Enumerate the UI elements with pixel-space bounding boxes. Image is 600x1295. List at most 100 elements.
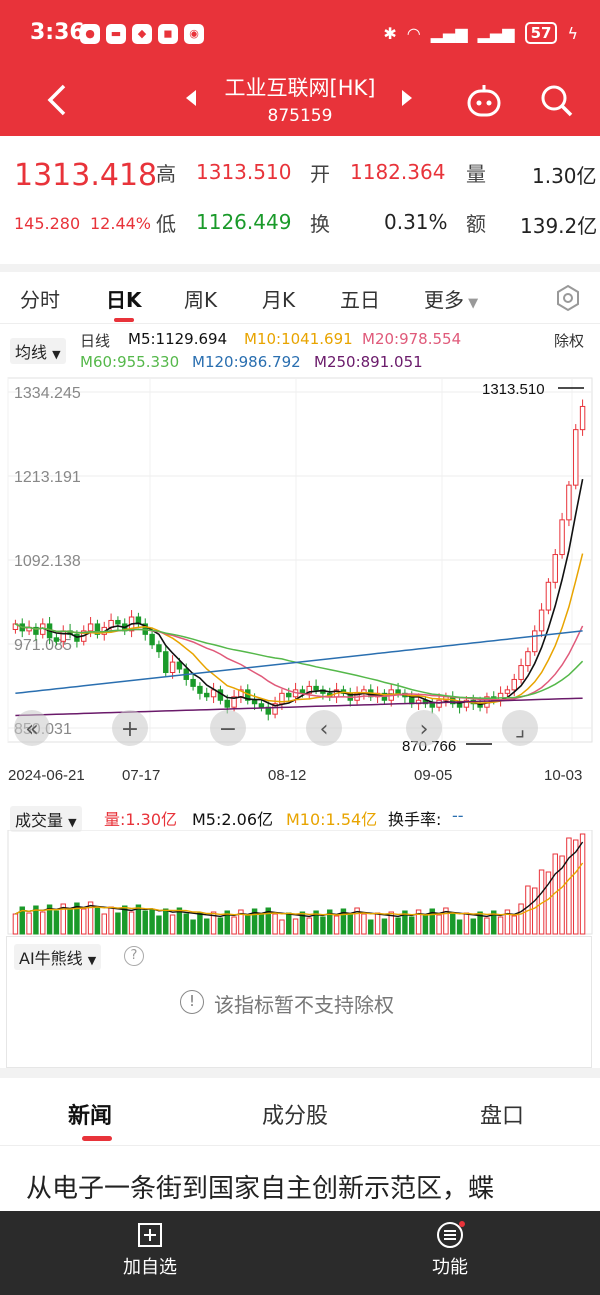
volume-bar xyxy=(422,915,429,935)
turn-label: 换 xyxy=(310,212,330,236)
volume-bar xyxy=(251,908,258,935)
prev-icon-glyph: ‹ xyxy=(320,717,329,742)
candle-body xyxy=(87,623,94,632)
volume-bar xyxy=(197,912,203,935)
charging-icon: ϟ xyxy=(567,23,578,43)
stock-code: 875159 xyxy=(267,106,333,126)
volume-chart[interactable] xyxy=(0,830,600,936)
ai-selector[interactable]: AI牛熊线 ▼ xyxy=(14,944,102,970)
ai-panel xyxy=(6,936,592,1068)
x-tick-label: 07-17 xyxy=(122,767,160,784)
news-headline[interactable]: 从电子一条街到国家自主创新示范区，蝶 xyxy=(26,1174,495,1204)
volume-bar xyxy=(128,911,135,935)
fq-button[interactable]: 除权 xyxy=(554,332,585,350)
prev-stock-icon[interactable] xyxy=(186,90,196,106)
volume-bar xyxy=(579,833,586,935)
battery-icon: 57 xyxy=(524,22,558,44)
candle-body xyxy=(149,633,155,646)
volume-bar xyxy=(258,914,265,935)
mail-icon: ▬ xyxy=(106,24,126,44)
volume-bar xyxy=(122,905,128,935)
settings-icon[interactable] xyxy=(554,284,582,312)
fullscreen-icon[interactable] xyxy=(502,710,538,746)
volume-bar xyxy=(108,906,114,935)
volume-selector[interactable]: 成交量 ▼ xyxy=(10,806,82,832)
volume-bar xyxy=(26,912,32,935)
turnover-value: -- xyxy=(452,806,464,825)
function-button[interactable]: 功能 xyxy=(390,1221,510,1279)
ma250-label: M250:891.051 xyxy=(314,353,423,371)
candle-body xyxy=(395,689,401,694)
volume-bar xyxy=(299,911,306,935)
tab-more[interactable]: 更多 ▼ xyxy=(424,288,479,312)
ma250-line xyxy=(15,697,583,717)
help-icon[interactable]: ? xyxy=(124,946,144,966)
candlestick-chart[interactable]: 1334.2451213.1911092.138971.085850.03120… xyxy=(0,374,600,794)
ma10-line xyxy=(15,553,584,704)
back-icon[interactable] xyxy=(38,80,78,120)
tab-orderbook[interactable]: 盘口 xyxy=(480,1104,525,1129)
divider xyxy=(0,264,600,272)
candle-body xyxy=(190,678,196,687)
candle-body xyxy=(313,685,319,691)
chevron-down-icon: ▼ xyxy=(68,816,77,829)
scroll-left-icon[interactable] xyxy=(14,710,50,746)
volume-bar xyxy=(135,904,142,935)
volume-bar xyxy=(545,871,552,935)
message-icon: ◆ xyxy=(132,24,152,44)
candle-body xyxy=(115,619,121,625)
volume-bar xyxy=(511,915,517,935)
tab-weekly[interactable]: 周K xyxy=(184,288,218,312)
vol-label-chart: 量:1.30亿 xyxy=(104,810,178,829)
volume-bar xyxy=(40,911,46,935)
nav-bar: 工业互联网[HK] 875159 xyxy=(0,70,600,136)
candle-body xyxy=(224,699,230,708)
high-label: 高 xyxy=(156,162,176,186)
ma60-line xyxy=(15,623,584,700)
status-bar: 3:36 ● ▬ ◆ ◼ ◉ ✱ ◠ ▂▄▆ ▂▄▆ 57 ϟ xyxy=(0,0,600,70)
candle-body xyxy=(251,699,258,705)
volume-bar xyxy=(340,908,347,935)
app-icon: ◉ xyxy=(184,24,204,44)
tab-fiveday[interactable]: 五日 xyxy=(340,288,380,312)
volume-bar xyxy=(101,913,107,935)
tab-monthly[interactable]: 月K xyxy=(262,288,296,312)
tab-news[interactable]: 新闻 xyxy=(68,1104,113,1129)
zoom-out-icon[interactable] xyxy=(210,710,246,746)
low-value: 1126.449 xyxy=(196,210,292,234)
robot-icon[interactable] xyxy=(464,82,504,122)
tab-daily[interactable]: 日K xyxy=(106,288,142,312)
volume-bar xyxy=(94,907,101,935)
kline-tabs: 分时 日K 周K 月K 五日 更多 ▼ xyxy=(0,272,600,324)
status-time: 3:36 xyxy=(30,20,85,45)
zoom-in-icon-glyph: + xyxy=(121,717,139,742)
candle-body xyxy=(60,630,66,642)
search-icon[interactable] xyxy=(538,82,576,120)
x-tick-label: 10-03 xyxy=(544,767,582,784)
zoom-in-icon[interactable] xyxy=(112,710,148,746)
candle-body xyxy=(579,405,586,431)
volume-bar xyxy=(183,913,189,935)
candle-body xyxy=(518,665,524,680)
volume-bar xyxy=(429,908,435,935)
ma-selector[interactable]: 均线 ▼ xyxy=(10,338,66,364)
y-tick-label: 1334.245 xyxy=(14,385,81,402)
candle-body xyxy=(94,623,101,635)
next-stock-icon[interactable] xyxy=(402,90,412,106)
tab-constituents[interactable]: 成分股 xyxy=(262,1104,329,1129)
candle-body xyxy=(525,651,531,667)
candle-body xyxy=(272,703,278,715)
volume-bar xyxy=(286,912,292,935)
candle-body xyxy=(552,554,558,583)
add-watchlist-button[interactable]: 加自选 xyxy=(90,1221,210,1279)
prev-icon[interactable] xyxy=(306,710,342,746)
scroll-left-icon-glyph: « xyxy=(25,717,38,742)
volume-bar xyxy=(354,907,360,935)
volume-bar xyxy=(67,909,73,935)
volume-bar xyxy=(60,903,66,935)
volume-bar xyxy=(415,909,422,935)
tab-intraday[interactable]: 分时 xyxy=(20,288,60,312)
ma120-label: M120:986.792 xyxy=(192,353,301,371)
ma10-label: M10:1041.691 xyxy=(244,330,353,348)
next-icon[interactable] xyxy=(406,710,442,746)
